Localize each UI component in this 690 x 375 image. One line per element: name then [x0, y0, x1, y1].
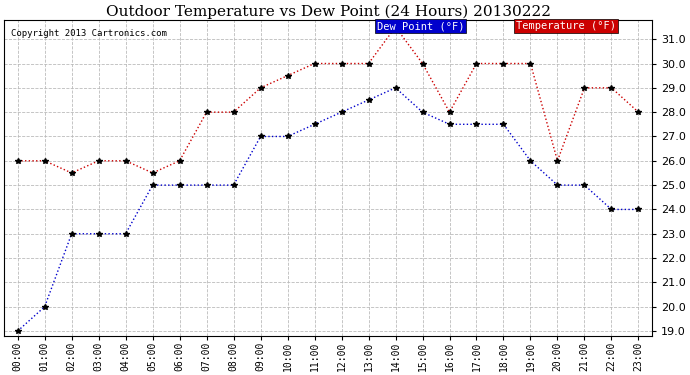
Text: Dew Point (°F): Dew Point (°F) — [377, 21, 464, 31]
Text: Copyright 2013 Cartronics.com: Copyright 2013 Cartronics.com — [10, 29, 166, 38]
Text: Temperature (°F): Temperature (°F) — [516, 21, 616, 31]
Title: Outdoor Temperature vs Dew Point (24 Hours) 20130222: Outdoor Temperature vs Dew Point (24 Hou… — [106, 4, 551, 18]
